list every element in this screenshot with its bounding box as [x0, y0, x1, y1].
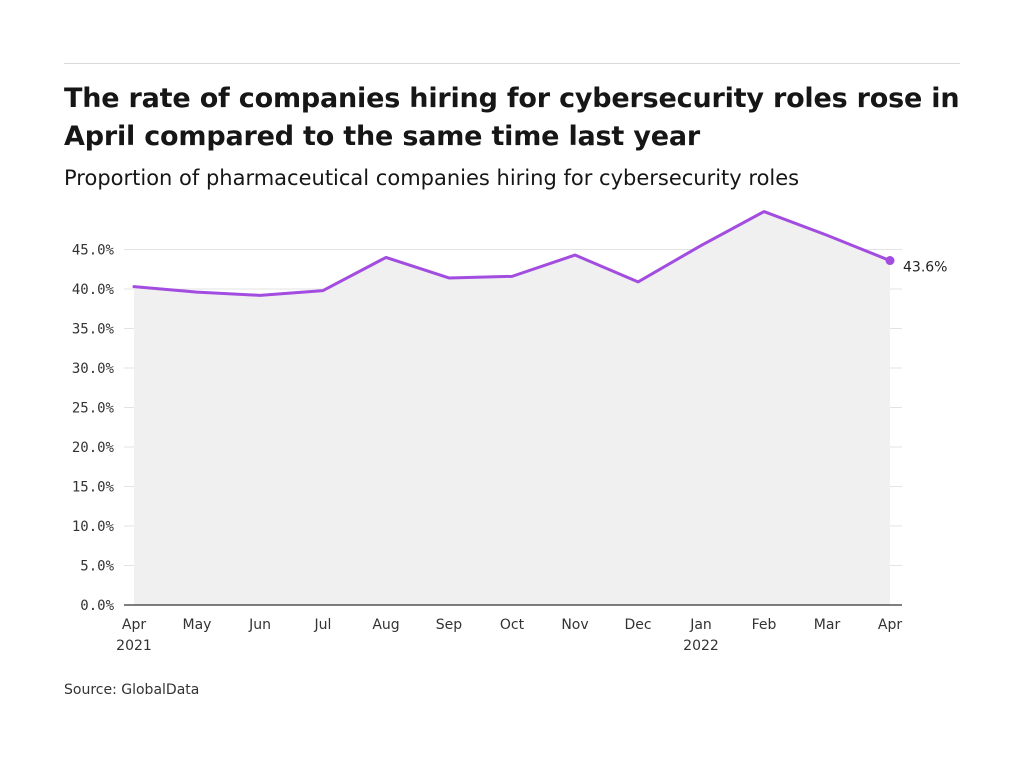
- y-tick-label: 5.0%: [80, 559, 114, 575]
- x-tick-label: Apr: [878, 617, 902, 633]
- y-tick-label: 15.0%: [72, 480, 115, 496]
- x-tick-label: Sep: [436, 617, 463, 633]
- chart-subtitle: Proportion of pharmaceutical companies h…: [64, 166, 800, 190]
- x-tick-year-label: 2021: [116, 638, 152, 654]
- top-divider: [64, 63, 960, 64]
- y-tick-label: 40.0%: [72, 282, 115, 298]
- x-tick-label: Mar: [814, 617, 841, 633]
- x-tick-label: Jan: [689, 617, 712, 633]
- end-value-label: 43.6%: [903, 260, 947, 276]
- area-fill: [134, 211, 890, 605]
- x-tick-label: Aug: [372, 617, 399, 633]
- end-point-marker: [885, 256, 895, 266]
- y-tick-label: 20.0%: [72, 440, 115, 456]
- y-tick-label: 10.0%: [72, 519, 115, 535]
- x-tick-label: Feb: [752, 617, 777, 633]
- y-tick-label: 35.0%: [72, 322, 115, 338]
- data-points: 43.6%: [885, 256, 947, 276]
- x-tick-label: Oct: [500, 617, 525, 633]
- chart-title: The rate of companies hiring for cyberse…: [64, 83, 960, 152]
- y-axis-ticks: 0.0% 5.0% 10.0% 15.0% 20.0% 25.0% 30.0% 35.0% 40…: [72, 243, 115, 615]
- x-axis-ticks: Apr 2021 May Jun Jul Aug Sep Oct Nov Dec Jan 2022 Fe…: [116, 617, 902, 654]
- x-tick-label: May: [183, 617, 212, 633]
- x-tick-label: Nov: [561, 617, 588, 633]
- series-line: [132, 210, 892, 297]
- x-tick-label: Jun: [248, 617, 271, 633]
- x-tick-label: Apr: [122, 617, 146, 633]
- x-tick-label: Dec: [624, 617, 651, 633]
- source-note: Source: GlobalData: [64, 682, 200, 698]
- x-tick-label: Jul: [314, 617, 332, 633]
- y-tick-label: 45.0%: [72, 243, 115, 259]
- x-tick-year-label: 2022: [683, 638, 719, 654]
- y-tick-label: 30.0%: [72, 361, 115, 377]
- y-tick-label: 0.0%: [80, 598, 114, 614]
- y-tick-label: 25.0%: [72, 401, 115, 417]
